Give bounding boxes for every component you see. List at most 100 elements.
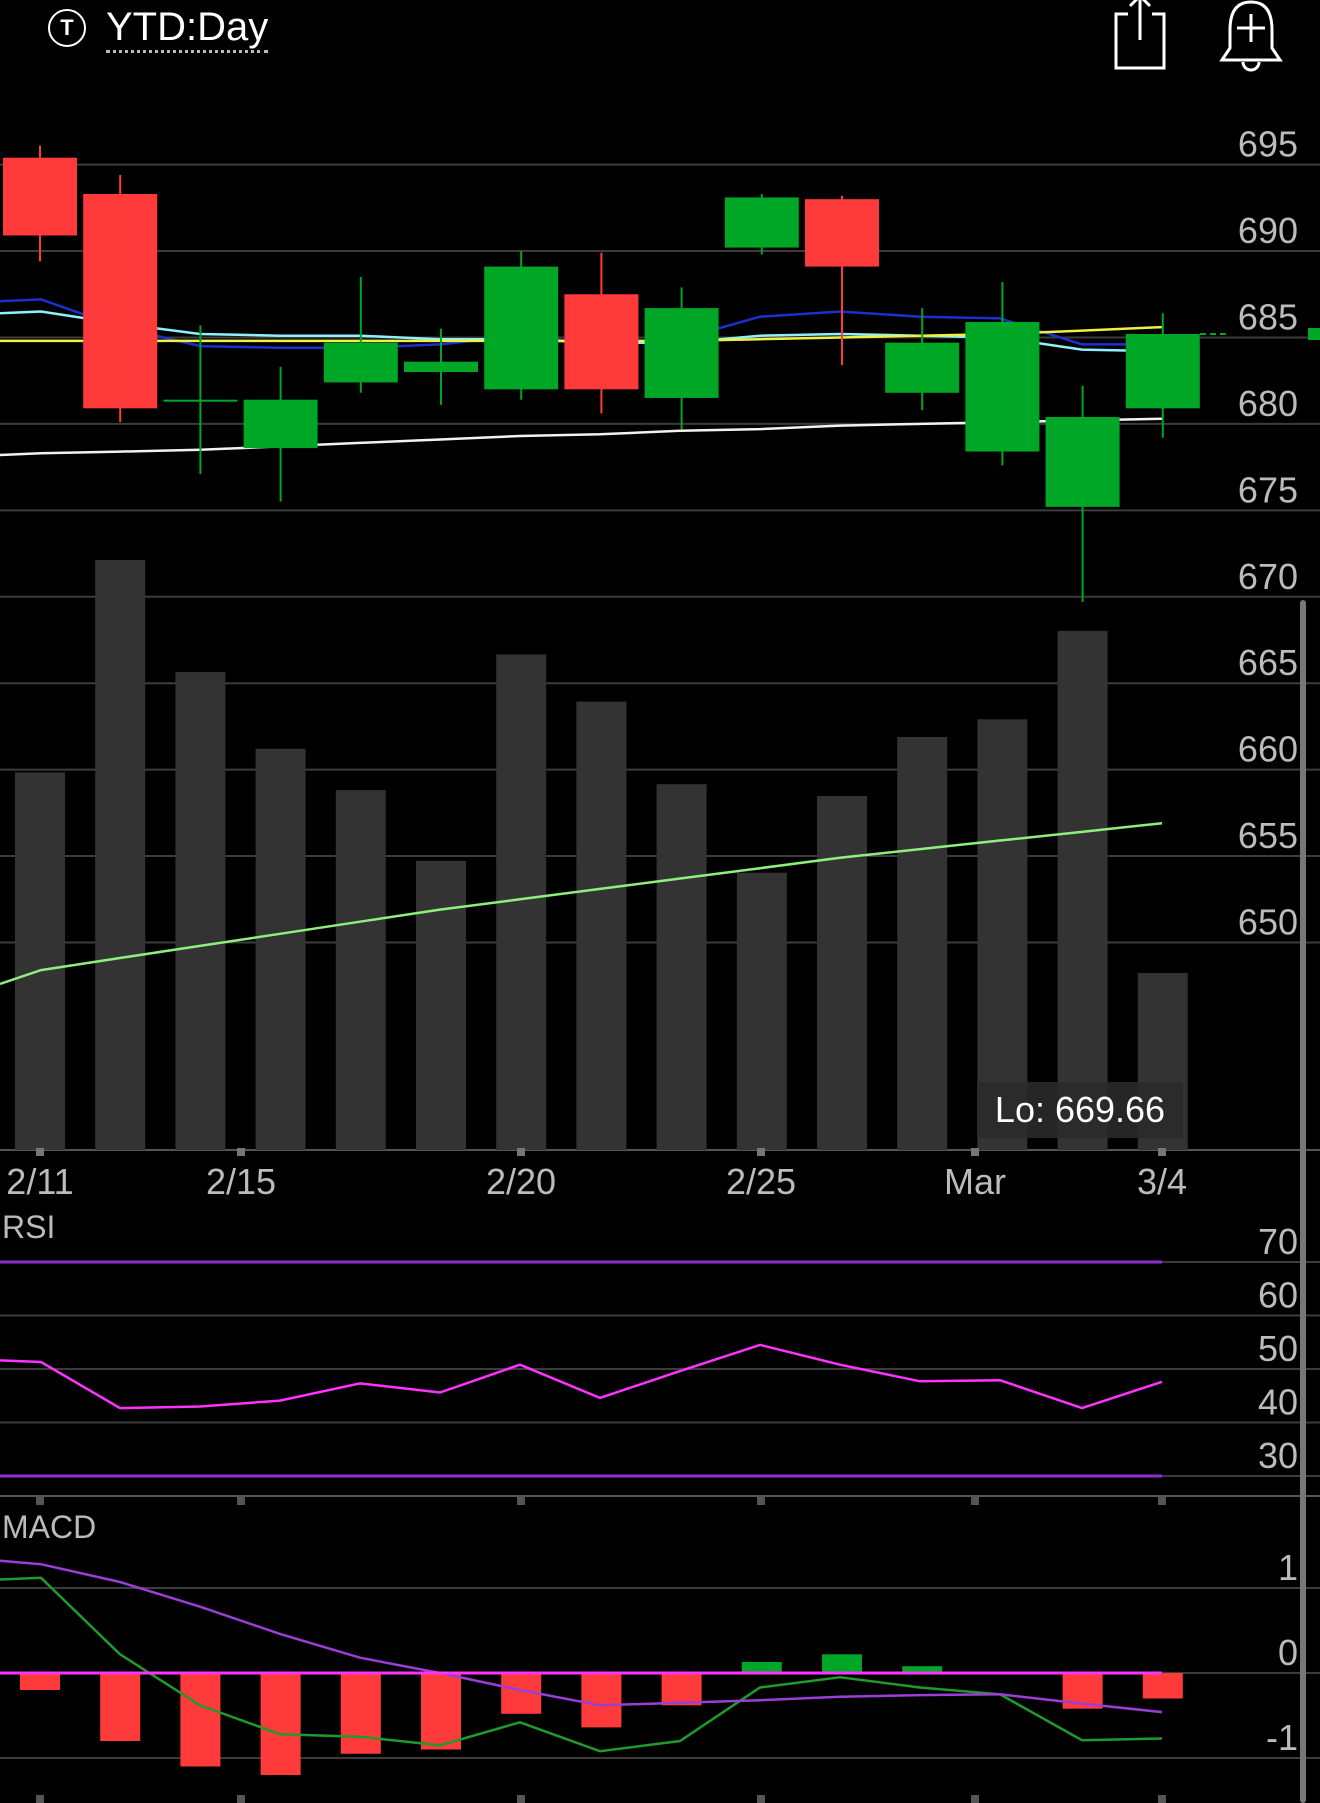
candle-body [1045, 416, 1120, 507]
date-tick [1158, 1148, 1166, 1156]
date-tick-label: Mar [944, 1161, 1006, 1202]
rsi-title: RSI [2, 1209, 55, 1245]
date-tick-label: 2/25 [726, 1161, 796, 1202]
volume-bar [576, 701, 627, 1150]
macd-histogram-bar [581, 1673, 622, 1728]
macd-histogram-bar [822, 1654, 862, 1673]
date-tick [1158, 1497, 1166, 1505]
date-tick [757, 1497, 765, 1505]
candle-body [243, 399, 318, 449]
macd-panel: MACD 1 0 -1 [0, 1509, 1320, 1775]
volume-bar [416, 860, 466, 1150]
volume-bar [656, 784, 707, 1150]
candle-body [885, 342, 960, 393]
volume-bar [335, 790, 386, 1150]
macd-histogram-bar [661, 1673, 702, 1706]
date-tick [971, 1497, 979, 1505]
macd-line [0, 1576, 1163, 1753]
date-tick-label: 2/20 [486, 1161, 556, 1202]
rsi-tick-label: 30 [1258, 1435, 1298, 1476]
date-tick [1158, 1795, 1166, 1803]
price-tick-label: 695 [1238, 124, 1298, 165]
date-tick [237, 1497, 245, 1505]
volume-bar [1057, 630, 1108, 1150]
share-icon [1114, 0, 1166, 70]
date-axis: 2/11 2/15 2/20 2/25 Mar 3/4 [6, 1148, 1187, 1803]
candle-body [1125, 334, 1200, 409]
macd-signal-line [0, 1559, 1163, 1714]
rsi-tick-label: 60 [1258, 1275, 1298, 1316]
macd-tick-label: -1 [1266, 1717, 1298, 1758]
price-axis-labels: 695 690 685 680 675 670 665 660 655 650 [1238, 124, 1298, 943]
macd-histogram-bar [100, 1673, 141, 1741]
candle-body [3, 157, 77, 236]
date-tick [757, 1795, 765, 1803]
price-tick-label: 680 [1238, 383, 1298, 424]
low-price-text: Lo: 669.66 [995, 1089, 1165, 1130]
moving-average-line [0, 325, 1163, 343]
date-tick [36, 1497, 44, 1505]
moving-average-line [0, 417, 1163, 457]
macd-title: MACD [2, 1509, 96, 1545]
volume-bar [977, 719, 1028, 1150]
volume-bar [736, 872, 787, 1150]
price-tick-label: 670 [1238, 556, 1298, 597]
candle-body [965, 321, 1040, 452]
macd-histogram-bar [20, 1673, 60, 1690]
candle-body [404, 361, 478, 373]
rsi-tick-label: 50 [1258, 1328, 1298, 1369]
volume-bar [255, 748, 306, 1150]
moving-average-line [0, 821, 1163, 986]
candle-body [484, 266, 559, 390]
macd-histogram-bar [340, 1673, 381, 1754]
date-tick [237, 1795, 245, 1803]
moving-average-lines [0, 298, 1163, 986]
low-price-label: Lo: 669.66 [977, 1082, 1183, 1138]
date-tick [757, 1148, 765, 1156]
macd-tick-label: 0 [1278, 1632, 1298, 1673]
price-tick-label: 665 [1238, 642, 1298, 683]
add-alert-button[interactable] [1218, 0, 1284, 72]
rsi-panel: RSI 70 60 50 40 30 [0, 1209, 1320, 1497]
share-button[interactable] [1112, 0, 1168, 72]
candles [3, 145, 1200, 602]
macd-tick-label: 1 [1278, 1547, 1298, 1588]
macd-histogram-bar [421, 1673, 461, 1750]
price-tick-label: 675 [1238, 469, 1298, 510]
range-selector[interactable]: YTD:Day [106, 4, 269, 53]
date-tick [517, 1497, 525, 1505]
rsi-line [0, 1343, 1163, 1410]
candle-body [805, 199, 879, 267]
macd-histogram-bar [180, 1673, 221, 1767]
candle-body [83, 193, 158, 409]
candle-body [724, 197, 799, 248]
macd-histogram-bar [260, 1673, 301, 1775]
volume-bar [95, 560, 146, 1150]
candle-body [323, 342, 398, 383]
date-tick [971, 1795, 979, 1803]
price-tick-label: 650 [1238, 901, 1298, 942]
rsi-tick-label: 70 [1258, 1221, 1298, 1262]
macd-histogram-bar [902, 1666, 943, 1673]
date-tick [36, 1795, 44, 1803]
date-tick [36, 1148, 44, 1156]
ticker-icon[interactable]: T [48, 9, 86, 47]
last-price-tag [1308, 328, 1320, 341]
date-tick-label: 2/15 [206, 1161, 276, 1202]
price-tick-label: 685 [1238, 296, 1298, 337]
date-tick [517, 1795, 525, 1803]
header: T YTD:Day [0, 0, 1320, 80]
price-tick-label: 655 [1238, 815, 1298, 856]
volume-bars [15, 560, 1188, 1150]
candle-body [644, 308, 719, 398]
date-tick [237, 1148, 245, 1156]
volume-bar [175, 672, 226, 1150]
date-tick [971, 1148, 979, 1156]
scrollbar[interactable] [1300, 600, 1306, 1803]
macd-histogram-bar [741, 1661, 782, 1673]
date-tick [517, 1148, 525, 1156]
date-tick-label: 3/4 [1137, 1161, 1187, 1202]
candle-body [163, 399, 238, 402]
bell-plus-icon [1219, 0, 1283, 72]
